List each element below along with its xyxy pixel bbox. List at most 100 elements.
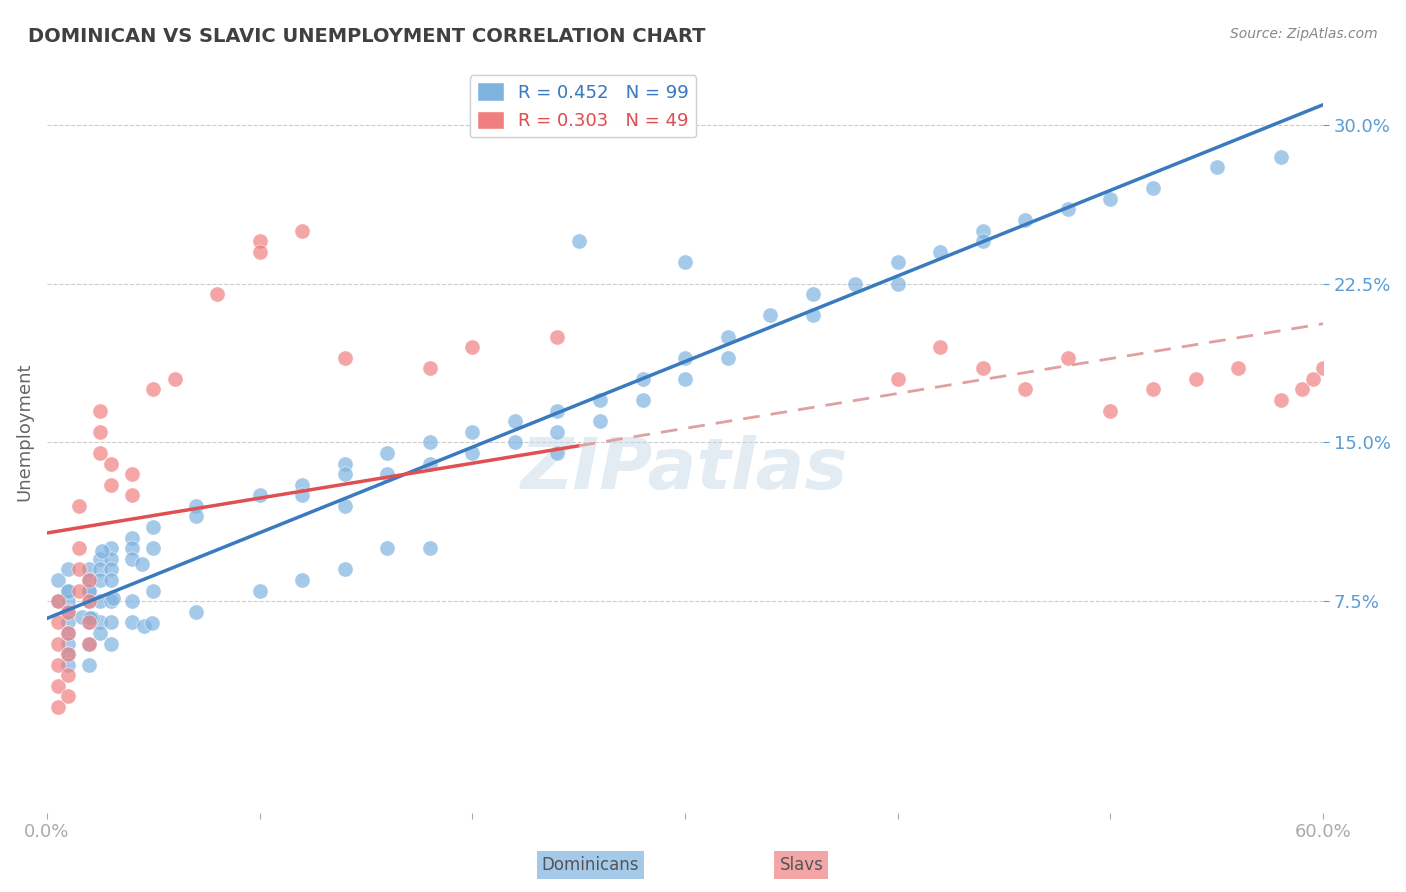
Dominicans <box>1099 192 1122 206</box>
Slavs <box>67 562 90 576</box>
Dominicans <box>631 392 654 407</box>
Dominicans <box>1057 202 1080 217</box>
Dominicans <box>121 531 143 545</box>
Dominicans <box>101 591 124 606</box>
Dominicans <box>184 499 207 513</box>
Text: Dominicans: Dominicans <box>541 856 640 874</box>
Dominicans <box>100 573 122 587</box>
Dominicans <box>929 244 952 259</box>
Dominicans <box>56 626 79 640</box>
Dominicans <box>82 611 104 625</box>
Slavs <box>205 287 228 301</box>
Dominicans <box>1142 181 1164 195</box>
Dominicans <box>972 234 994 248</box>
Dominicans <box>333 457 356 471</box>
Dominicans <box>589 414 612 428</box>
Dominicans <box>333 562 356 576</box>
Dominicans <box>759 309 782 323</box>
Dominicans <box>291 488 314 502</box>
Dominicans <box>461 446 484 460</box>
Dominicans <box>184 605 207 619</box>
Dominicans <box>375 541 398 556</box>
Dominicans <box>972 224 994 238</box>
Dominicans <box>419 435 441 450</box>
Dominicans <box>375 446 398 460</box>
Dominicans <box>100 541 122 556</box>
Dominicans <box>291 573 314 587</box>
Slavs <box>249 234 271 248</box>
Dominicans <box>56 657 79 672</box>
Dominicans <box>100 551 122 566</box>
Slavs <box>1184 372 1206 386</box>
Dominicans <box>716 329 738 343</box>
Slavs <box>121 467 143 482</box>
Text: Slavs: Slavs <box>779 856 824 874</box>
Slavs <box>1142 383 1164 397</box>
Slavs <box>46 636 69 650</box>
Dominicans <box>79 615 101 630</box>
Dominicans <box>100 615 122 630</box>
Slavs <box>100 457 122 471</box>
Dominicans <box>121 551 143 566</box>
Dominicans <box>546 446 568 460</box>
Dominicans <box>89 626 111 640</box>
Dominicans <box>589 392 612 407</box>
Dominicans <box>419 541 441 556</box>
Dominicans <box>1205 160 1227 174</box>
Dominicans <box>56 583 79 598</box>
Dominicans <box>79 594 101 608</box>
Slavs <box>79 615 101 630</box>
Dominicans <box>673 351 696 365</box>
Slavs <box>887 372 910 386</box>
Slavs <box>1099 403 1122 417</box>
Slavs <box>333 351 356 365</box>
Dominicans <box>184 509 207 524</box>
Dominicans <box>801 309 824 323</box>
Dominicans <box>503 414 526 428</box>
Dominicans <box>142 541 165 556</box>
Dominicans <box>79 583 101 598</box>
Dominicans <box>46 573 69 587</box>
Dominicans <box>844 277 866 291</box>
Dominicans <box>1270 149 1292 163</box>
Y-axis label: Unemployment: Unemployment <box>15 362 32 501</box>
Dominicans <box>333 499 356 513</box>
Slavs <box>89 446 111 460</box>
Slavs <box>929 340 952 354</box>
Text: Source: ZipAtlas.com: Source: ZipAtlas.com <box>1230 27 1378 41</box>
Slavs <box>56 626 79 640</box>
Dominicans <box>121 541 143 556</box>
Slavs <box>67 499 90 513</box>
Dominicans <box>887 255 910 269</box>
Dominicans <box>56 615 79 630</box>
Slavs <box>46 594 69 608</box>
Dominicans <box>79 657 101 672</box>
Slavs <box>56 605 79 619</box>
Slavs <box>89 425 111 439</box>
Dominicans <box>121 615 143 630</box>
Slavs <box>1291 383 1313 397</box>
Dominicans <box>568 234 591 248</box>
Slavs <box>419 361 441 376</box>
Slavs <box>67 583 90 598</box>
Dominicans <box>46 594 69 608</box>
Slavs <box>79 636 101 650</box>
Dominicans <box>419 457 441 471</box>
Slavs <box>89 403 111 417</box>
Dominicans <box>79 562 101 576</box>
Slavs <box>121 488 143 502</box>
Dominicans <box>249 488 271 502</box>
Dominicans <box>79 583 101 598</box>
Slavs <box>249 244 271 259</box>
Dominicans <box>333 467 356 482</box>
Dominicans <box>89 615 111 630</box>
Slavs <box>56 690 79 704</box>
Dominicans <box>100 594 122 608</box>
Slavs <box>79 573 101 587</box>
Dominicans <box>56 647 79 661</box>
Dominicans <box>249 583 271 598</box>
Slavs <box>1227 361 1250 376</box>
Dominicans <box>801 287 824 301</box>
Dominicans <box>56 583 79 598</box>
Dominicans <box>79 611 101 625</box>
